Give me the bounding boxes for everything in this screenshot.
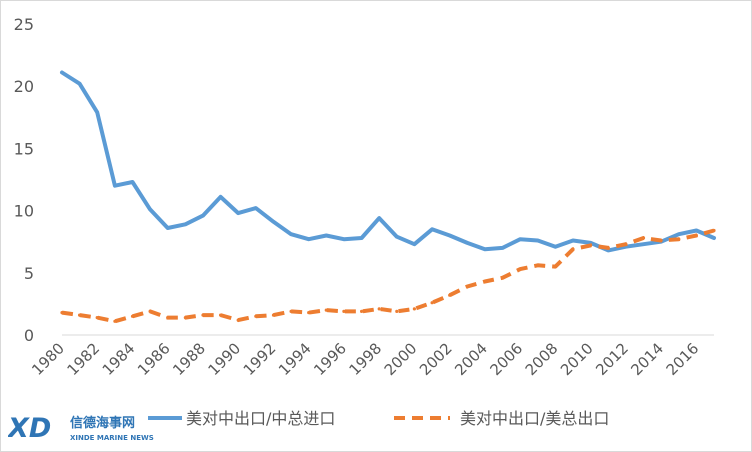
series-1-point — [712, 236, 716, 240]
series-1-point — [166, 226, 170, 230]
series-1-point — [677, 232, 681, 236]
series-2-point — [236, 318, 240, 322]
chart-series — [60, 70, 716, 324]
series-line-2 — [61, 228, 715, 324]
series-2-point — [95, 316, 99, 320]
series-2-point — [113, 319, 117, 323]
series-2-point — [342, 309, 346, 313]
series-1-point — [219, 195, 223, 199]
series-1-point — [307, 237, 311, 241]
y-tick-label: 15 — [14, 139, 34, 158]
series-1-point — [448, 233, 452, 238]
series-1-point — [324, 233, 328, 238]
series-2-point — [589, 243, 593, 247]
series-2-point — [518, 267, 522, 271]
series-2-point — [677, 237, 681, 241]
series-2-point — [694, 233, 699, 238]
series-1-point — [641, 242, 646, 246]
series-2-point — [183, 316, 187, 320]
series-1-point — [236, 211, 240, 215]
series-2-point — [659, 238, 663, 243]
series-1-point — [148, 207, 152, 211]
series-1-point — [500, 246, 505, 250]
series-2-point — [307, 311, 311, 315]
series-2-point — [201, 313, 205, 317]
series-2-point — [624, 242, 628, 246]
series-1-point — [483, 247, 487, 251]
series-1-point — [254, 206, 258, 210]
series-1-point — [536, 238, 540, 243]
series-1-point — [465, 241, 469, 245]
series-1-point — [377, 216, 381, 220]
series-1-point — [571, 238, 575, 243]
series-2-point — [166, 316, 170, 320]
series-2-point — [289, 309, 293, 313]
series-1-point — [201, 214, 205, 218]
y-tick-label: 5 — [24, 264, 34, 283]
series-1-point — [395, 235, 399, 239]
series-1-point — [694, 228, 699, 233]
y-tick-label: 0 — [24, 326, 34, 345]
series-1-point — [342, 237, 346, 241]
series-1-point — [289, 232, 293, 236]
series-2-point — [377, 307, 381, 311]
series-2-point — [553, 265, 558, 269]
series-1-point — [518, 237, 522, 241]
series-2-point — [148, 309, 152, 313]
series-2-point — [219, 313, 223, 317]
series-2-point — [448, 293, 452, 297]
series-1-point — [271, 220, 276, 224]
legend-label-2: 美对中出口/美总出口 — [460, 409, 609, 428]
series-1-point — [553, 245, 558, 249]
series-1-point — [60, 70, 64, 75]
series-2-point — [465, 284, 469, 289]
legend: 美对中出口/中总进口 美对中出口/美总出口 — [148, 409, 609, 428]
series-1-point — [360, 236, 364, 240]
series-2-point — [571, 247, 575, 251]
series-2-point — [712, 228, 716, 233]
watermark-logo: XD 信德海事网 XINDE MARINE NEWS — [8, 413, 154, 444]
watermark-chinese-name: 信德海事网 — [70, 415, 135, 431]
series-2-point — [78, 313, 82, 317]
series-2-point — [324, 308, 328, 312]
y-tick-label: 20 — [14, 77, 34, 96]
series-2-point — [254, 314, 258, 318]
series-2-point — [641, 236, 646, 240]
y-tick-label: 10 — [14, 202, 34, 221]
series-2-point — [360, 309, 364, 313]
series-2-point — [500, 276, 505, 280]
series-2-point — [271, 313, 276, 317]
series-2-point — [536, 263, 540, 267]
series-1-point — [113, 184, 117, 188]
series-1-point — [78, 82, 82, 86]
series-1-point — [95, 110, 99, 114]
series-1-point — [130, 180, 135, 184]
y-tick-label: 25 — [14, 15, 34, 34]
series-2-point — [395, 309, 399, 313]
watermark-logo-mark: XD — [8, 413, 51, 444]
series-2-point — [606, 246, 610, 250]
series-2-point — [430, 301, 434, 305]
series-2-point — [60, 311, 64, 315]
series-1-point — [430, 227, 434, 231]
watermark-english-name: XINDE MARINE NEWS — [70, 434, 154, 442]
series-1-point — [183, 222, 187, 226]
series-1-point — [412, 242, 416, 246]
y-axis-labels: 0 5 10 15 20 25 — [14, 15, 34, 345]
legend-label-1: 美对中出口/中总进口 — [186, 409, 335, 428]
series-2-point — [483, 279, 487, 284]
series-2-point — [412, 307, 416, 311]
series-2-point — [130, 314, 135, 318]
